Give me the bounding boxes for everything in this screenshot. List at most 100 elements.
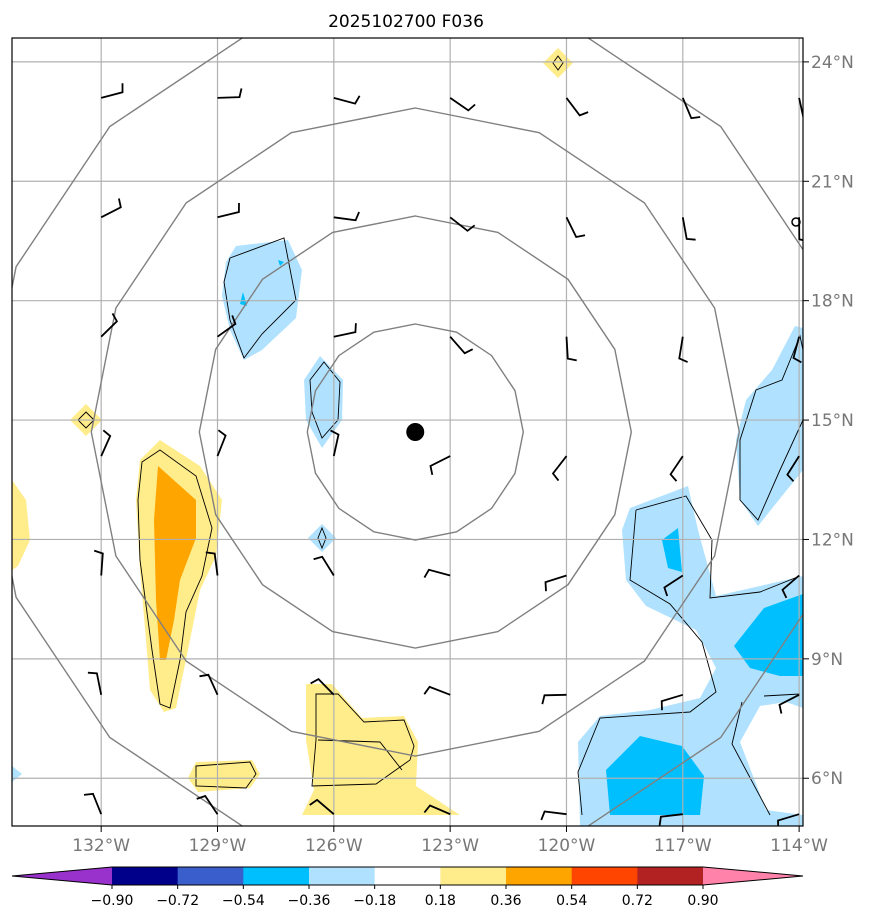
- wind-barb: [778, 693, 800, 714]
- wind-barb: [449, 336, 474, 355]
- wind-barb: [540, 810, 567, 821]
- colorbar-segment: [374, 867, 441, 885]
- wind-barb: [199, 673, 219, 696]
- contour-line: [317, 526, 327, 550]
- wind-barb: [100, 198, 122, 219]
- lat-label: 24°N: [811, 53, 854, 73]
- wind-barb: [423, 804, 451, 816]
- contour-line: [137, 449, 213, 709]
- wind-barb: [100, 83, 124, 99]
- wind-barb: [544, 574, 567, 592]
- colorbar-segment: [243, 867, 310, 885]
- contour-lines: [77, 55, 803, 816]
- wind-barb: [429, 455, 451, 475]
- colorbar-label: −0.36: [288, 893, 331, 909]
- contour-line: [739, 334, 803, 521]
- lon-label: 129°W: [189, 836, 247, 856]
- shade-light-blue: [308, 524, 336, 552]
- wind-barb: [87, 671, 103, 695]
- wind-barb: [330, 429, 340, 457]
- range-ring: [306, 323, 525, 541]
- colorbar-segment: [637, 867, 704, 885]
- map-frame: [11, 37, 804, 827]
- wind-barb: [449, 97, 476, 112]
- wind-barb: [205, 551, 219, 576]
- wind-barb: [681, 97, 701, 120]
- range-ring: [90, 107, 741, 757]
- wind-barb: [217, 202, 240, 219]
- colorbar-label: −0.90: [91, 893, 134, 909]
- storm-center-marker: [406, 423, 425, 441]
- wind-barb: [310, 677, 335, 696]
- shade-light-blue: [736, 326, 803, 526]
- contour-line: [635, 495, 801, 599]
- wind-barb: [333, 323, 357, 338]
- contour-line: [577, 509, 717, 816]
- lon-label: 123°W: [421, 836, 479, 856]
- wind-barb: [565, 216, 586, 239]
- lat-label: 15°N: [811, 411, 854, 431]
- wind-barb: [781, 574, 800, 599]
- wind-barb: [669, 455, 684, 482]
- colorbar-label: 0.36: [490, 893, 521, 909]
- wind-barb: [565, 97, 589, 117]
- axis-ticks: [100, 61, 809, 832]
- shade-orange: [154, 466, 196, 660]
- wind-barb: [100, 429, 112, 457]
- lat-label: 9°N: [811, 650, 843, 670]
- colorbar-extend-max: [703, 867, 803, 885]
- shade-blue: [278, 260, 284, 266]
- shade-light-blue: [222, 240, 302, 360]
- wind-barb: [196, 794, 219, 815]
- colorbar-label: −0.72: [156, 893, 199, 909]
- lon-label: 126°W: [305, 836, 363, 856]
- contour-line: [195, 761, 257, 789]
- map-title: 2025102700 F036: [328, 12, 484, 32]
- range-ring: [12, 38, 803, 826]
- colorbar-label: 0.90: [687, 893, 718, 909]
- colorbar-extend-min: [12, 867, 112, 885]
- station-marker: [791, 217, 801, 227]
- wind-barb: [333, 211, 360, 222]
- wind-barb: [423, 685, 451, 696]
- wind-barb: [777, 813, 800, 826]
- colorbar-segment: [571, 867, 638, 885]
- wind-barb: [678, 336, 688, 363]
- wind-barb: [663, 574, 684, 597]
- wind-barb: [786, 455, 800, 482]
- wind-barb: [565, 336, 577, 362]
- wind-barb: [681, 217, 696, 241]
- colorbar-segment: [309, 867, 376, 885]
- wind-barb: [551, 455, 568, 482]
- latitude-labels: 6°N 9°N 12°N 15°N 18°N 21°N 24°N: [811, 53, 854, 789]
- colorbar: −0.90 −0.72 −0.54 −0.36 −0.18 0.18 0.36 0.54 0.7…: [11, 866, 804, 909]
- colorbar-segment: [177, 867, 244, 885]
- shade-light-blue: [12, 766, 22, 782]
- lat-label: 12°N: [811, 530, 854, 550]
- shade-blue: [606, 736, 704, 815]
- wind-barb: [798, 97, 803, 120]
- lon-label: 120°W: [538, 836, 596, 856]
- colorbar-label: −0.18: [353, 893, 396, 909]
- wind-barb: [309, 798, 335, 815]
- shade-blue: [240, 292, 247, 306]
- contour-line: [77, 411, 95, 429]
- lat-label: 18°N: [811, 292, 854, 312]
- wind-barb: [313, 555, 335, 576]
- wind-barbs: [83, 83, 803, 826]
- wind-barb: [100, 312, 119, 338]
- shade-blue: [734, 594, 803, 676]
- contour-line: [309, 361, 341, 439]
- shade-yellow: [543, 48, 573, 78]
- colorbar-segment: [506, 867, 573, 885]
- wind-barb: [217, 88, 243, 99]
- colorbar-label: 0.54: [556, 893, 587, 909]
- wind-barb: [333, 95, 361, 105]
- colorbar-segment: [112, 867, 179, 885]
- anomaly-shading: [12, 48, 803, 826]
- lon-label: 132°W: [72, 836, 130, 856]
- colorbar-label: −0.54: [222, 893, 265, 909]
- lon-label: 114°W: [770, 836, 828, 856]
- map-area: [12, 38, 803, 826]
